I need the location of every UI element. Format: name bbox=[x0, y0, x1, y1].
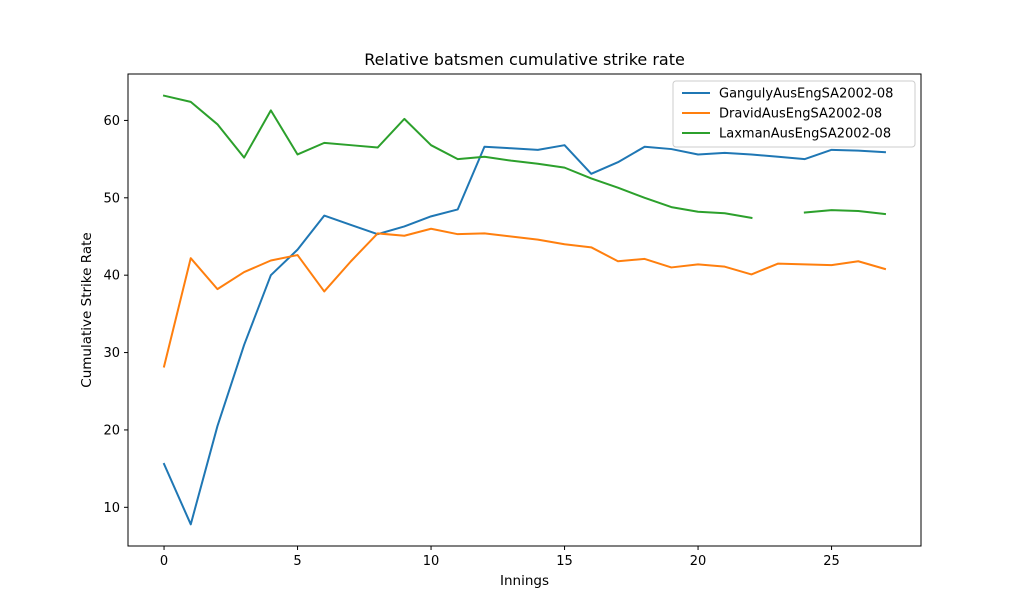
series-line-2 bbox=[162, 94, 887, 220]
x-axis-ticks: 0 5 10 15 20 25 bbox=[160, 546, 840, 569]
legend-frame bbox=[672, 80, 916, 148]
legend: GangulyAusEngSA2002-08 DravidAusEngSA2002… bbox=[672, 80, 916, 148]
legend-entry: GangulyAusEngSA2002-08 bbox=[719, 87, 893, 102]
x-tick-label: 25 bbox=[823, 554, 840, 569]
x-tick-label: 15 bbox=[556, 554, 573, 569]
x-tick-label: 0 bbox=[160, 554, 168, 569]
y-tick-label: 30 bbox=[103, 346, 120, 361]
x-tick-label: 5 bbox=[293, 554, 301, 569]
y-tick-label: 50 bbox=[103, 191, 120, 206]
chart-title: Relative batsmen cumulative strike rate bbox=[364, 50, 685, 69]
plot-frame bbox=[127, 73, 922, 547]
y-axis-ticks: 10 20 30 40 50 60 bbox=[103, 114, 128, 516]
x-tick-label: 20 bbox=[690, 554, 707, 569]
y-axis-label: Cumulative Strike Rate bbox=[79, 232, 95, 387]
y-tick-label: 60 bbox=[103, 114, 120, 129]
x-tick-label: 10 bbox=[423, 554, 440, 569]
legend-entry: LaxmanAusEngSA2002-08 bbox=[719, 127, 891, 142]
x-axis-label: Innings bbox=[500, 573, 549, 589]
series-line-0 bbox=[162, 144, 887, 526]
y-tick-label: 10 bbox=[103, 501, 120, 516]
plot-lines bbox=[162, 94, 887, 526]
series-line-1 bbox=[162, 227, 887, 368]
y-tick-label: 40 bbox=[103, 269, 120, 284]
legend-entry: DravidAusEngSA2002-08 bbox=[719, 107, 882, 122]
y-tick-label: 20 bbox=[103, 423, 120, 438]
